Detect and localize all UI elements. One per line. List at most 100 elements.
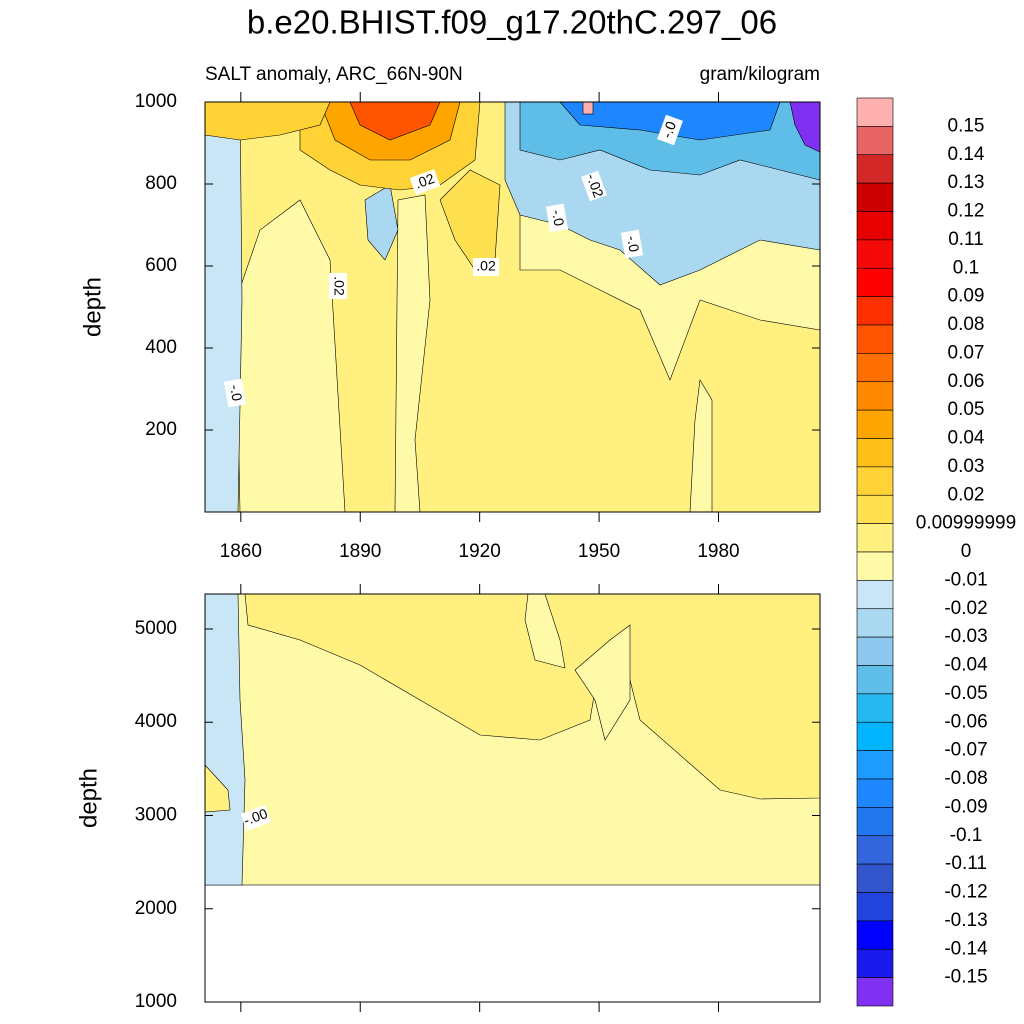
colorbar-box [856, 239, 894, 269]
contour-label-bg [581, 170, 607, 202]
contour-label: -.0 [624, 234, 643, 253]
colorbar-box [856, 948, 894, 978]
colorbar-label: 0.08 [948, 314, 985, 335]
colorbar-box [856, 750, 894, 780]
contour-label-bg [620, 229, 644, 259]
colorbar-label: -0.13 [944, 910, 987, 931]
contour-label-bg [329, 273, 347, 299]
colorbar-box [856, 409, 894, 439]
x-tick-label: 1980 [697, 541, 739, 562]
colorbar-label: 0.1 [953, 257, 979, 278]
plot-frame [204, 101, 821, 513]
colorbar-box [856, 211, 894, 241]
contour-label-bg [223, 378, 247, 408]
contour-label: .02 [331, 276, 347, 296]
colorbar-box [856, 580, 894, 610]
colorbar-label: -0.15 [944, 967, 987, 988]
x-tick-label: 1860 [220, 541, 262, 562]
contour-label: .02 [476, 258, 496, 274]
colorbar-label: 0.03 [948, 456, 985, 477]
colorbar-label: -0.1 [950, 825, 983, 846]
colorbar-label: -0.11 [945, 853, 987, 874]
plot-frame [204, 593, 821, 1003]
colorbar-box [856, 353, 894, 383]
colorbar-label: 0.04 [948, 428, 985, 449]
colorbar-box [856, 863, 894, 893]
colorbar-box [856, 466, 894, 496]
units: gram/kilogram [700, 64, 820, 85]
colorbar-label: -0.09 [944, 796, 987, 817]
colorbar-box [856, 182, 894, 212]
colorbar-box [856, 97, 894, 127]
colorbar-box [856, 523, 894, 553]
colorbar-label: 0.14 [948, 144, 985, 165]
colorbar-label: 0.11 [948, 229, 984, 250]
colorbar-label: 0.05 [948, 399, 985, 420]
colorbar-box [856, 665, 894, 695]
colorbar-label: 0.12 [948, 201, 985, 222]
colorbar-box [856, 381, 894, 411]
chart-title: b.e20.BHIST.f09_g17.20thC.297_06 [247, 4, 777, 41]
contour-label-bg [409, 169, 441, 195]
colorbar-label: 0.15 [948, 115, 985, 136]
colorbar-label: 0.02 [948, 484, 985, 505]
contour-label-bg [240, 805, 272, 831]
colorbar-box [856, 154, 894, 184]
y-tick-label: 400 [145, 337, 177, 358]
y-tick-label: 600 [145, 255, 177, 276]
colorbar-box [856, 778, 894, 808]
contour-label: -.0 [658, 119, 679, 140]
colorbar-box [856, 920, 894, 950]
colorbar-label: 0.06 [948, 371, 985, 392]
contour-label: .02 [413, 170, 437, 192]
colorbar-box [856, 977, 894, 1007]
colorbar-label: 0.09 [948, 286, 985, 307]
colorbar-label: -0.07 [944, 740, 987, 761]
colorbar-box [856, 438, 894, 468]
contour-label-bg [545, 203, 569, 233]
colorbar-box [856, 807, 894, 837]
y-tick-label: 1000 [135, 991, 177, 1012]
y-tick-label: 1000 [135, 91, 177, 112]
colorbar-label: -0.01 [944, 569, 987, 590]
y-tick-label: 2000 [135, 898, 177, 919]
colorbar-box [856, 636, 894, 666]
colorbar-label: 0.07 [948, 342, 985, 363]
contour-label-bg [473, 258, 499, 276]
colorbar-label: -0.04 [944, 655, 988, 676]
contour-label: -.0 [227, 383, 246, 402]
y-axis-label: depth [79, 277, 106, 337]
colorbar-box [856, 608, 894, 638]
x-tick-label: 1920 [459, 541, 501, 562]
colorbar-box [856, 721, 894, 751]
colorbar-box [856, 126, 894, 156]
x-tick-label: 1950 [578, 541, 620, 562]
contour-label: -.0 [549, 208, 568, 227]
colorbar-box [856, 835, 894, 865]
colorbar-box [856, 551, 894, 581]
colorbar-label: 0 [961, 541, 972, 562]
subtitle: SALT anomaly, ARC_66N-90N [205, 64, 463, 85]
y-tick-label: 200 [145, 419, 177, 440]
colorbar-label: -0.03 [944, 626, 987, 647]
colorbar-box [856, 892, 894, 922]
colorbar-label: -0.02 [944, 598, 987, 619]
colorbar-box [856, 324, 894, 354]
colorbar-box [856, 693, 894, 723]
colorbar-box [856, 494, 894, 524]
colorbar-label: -0.12 [944, 882, 987, 903]
colorbar-box [856, 267, 894, 297]
contour-label: -.00 [241, 805, 269, 828]
colorbar-label: 0.00999999 [916, 513, 1016, 534]
colorbar-box [856, 296, 894, 326]
y-axis-label: depth [75, 768, 102, 828]
y-tick-label: 4000 [135, 711, 177, 732]
y-tick-label: 5000 [135, 618, 177, 639]
colorbar-label: -0.05 [944, 683, 987, 704]
y-tick-label: 3000 [135, 805, 177, 826]
colorbar-label: -0.08 [944, 768, 987, 789]
y-tick-label: 800 [145, 173, 177, 194]
contour-label: -.02 [584, 171, 607, 199]
contour-field [204, 101, 821, 513]
